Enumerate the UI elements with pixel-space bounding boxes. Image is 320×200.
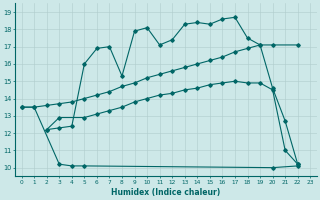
- X-axis label: Humidex (Indice chaleur): Humidex (Indice chaleur): [111, 188, 220, 197]
